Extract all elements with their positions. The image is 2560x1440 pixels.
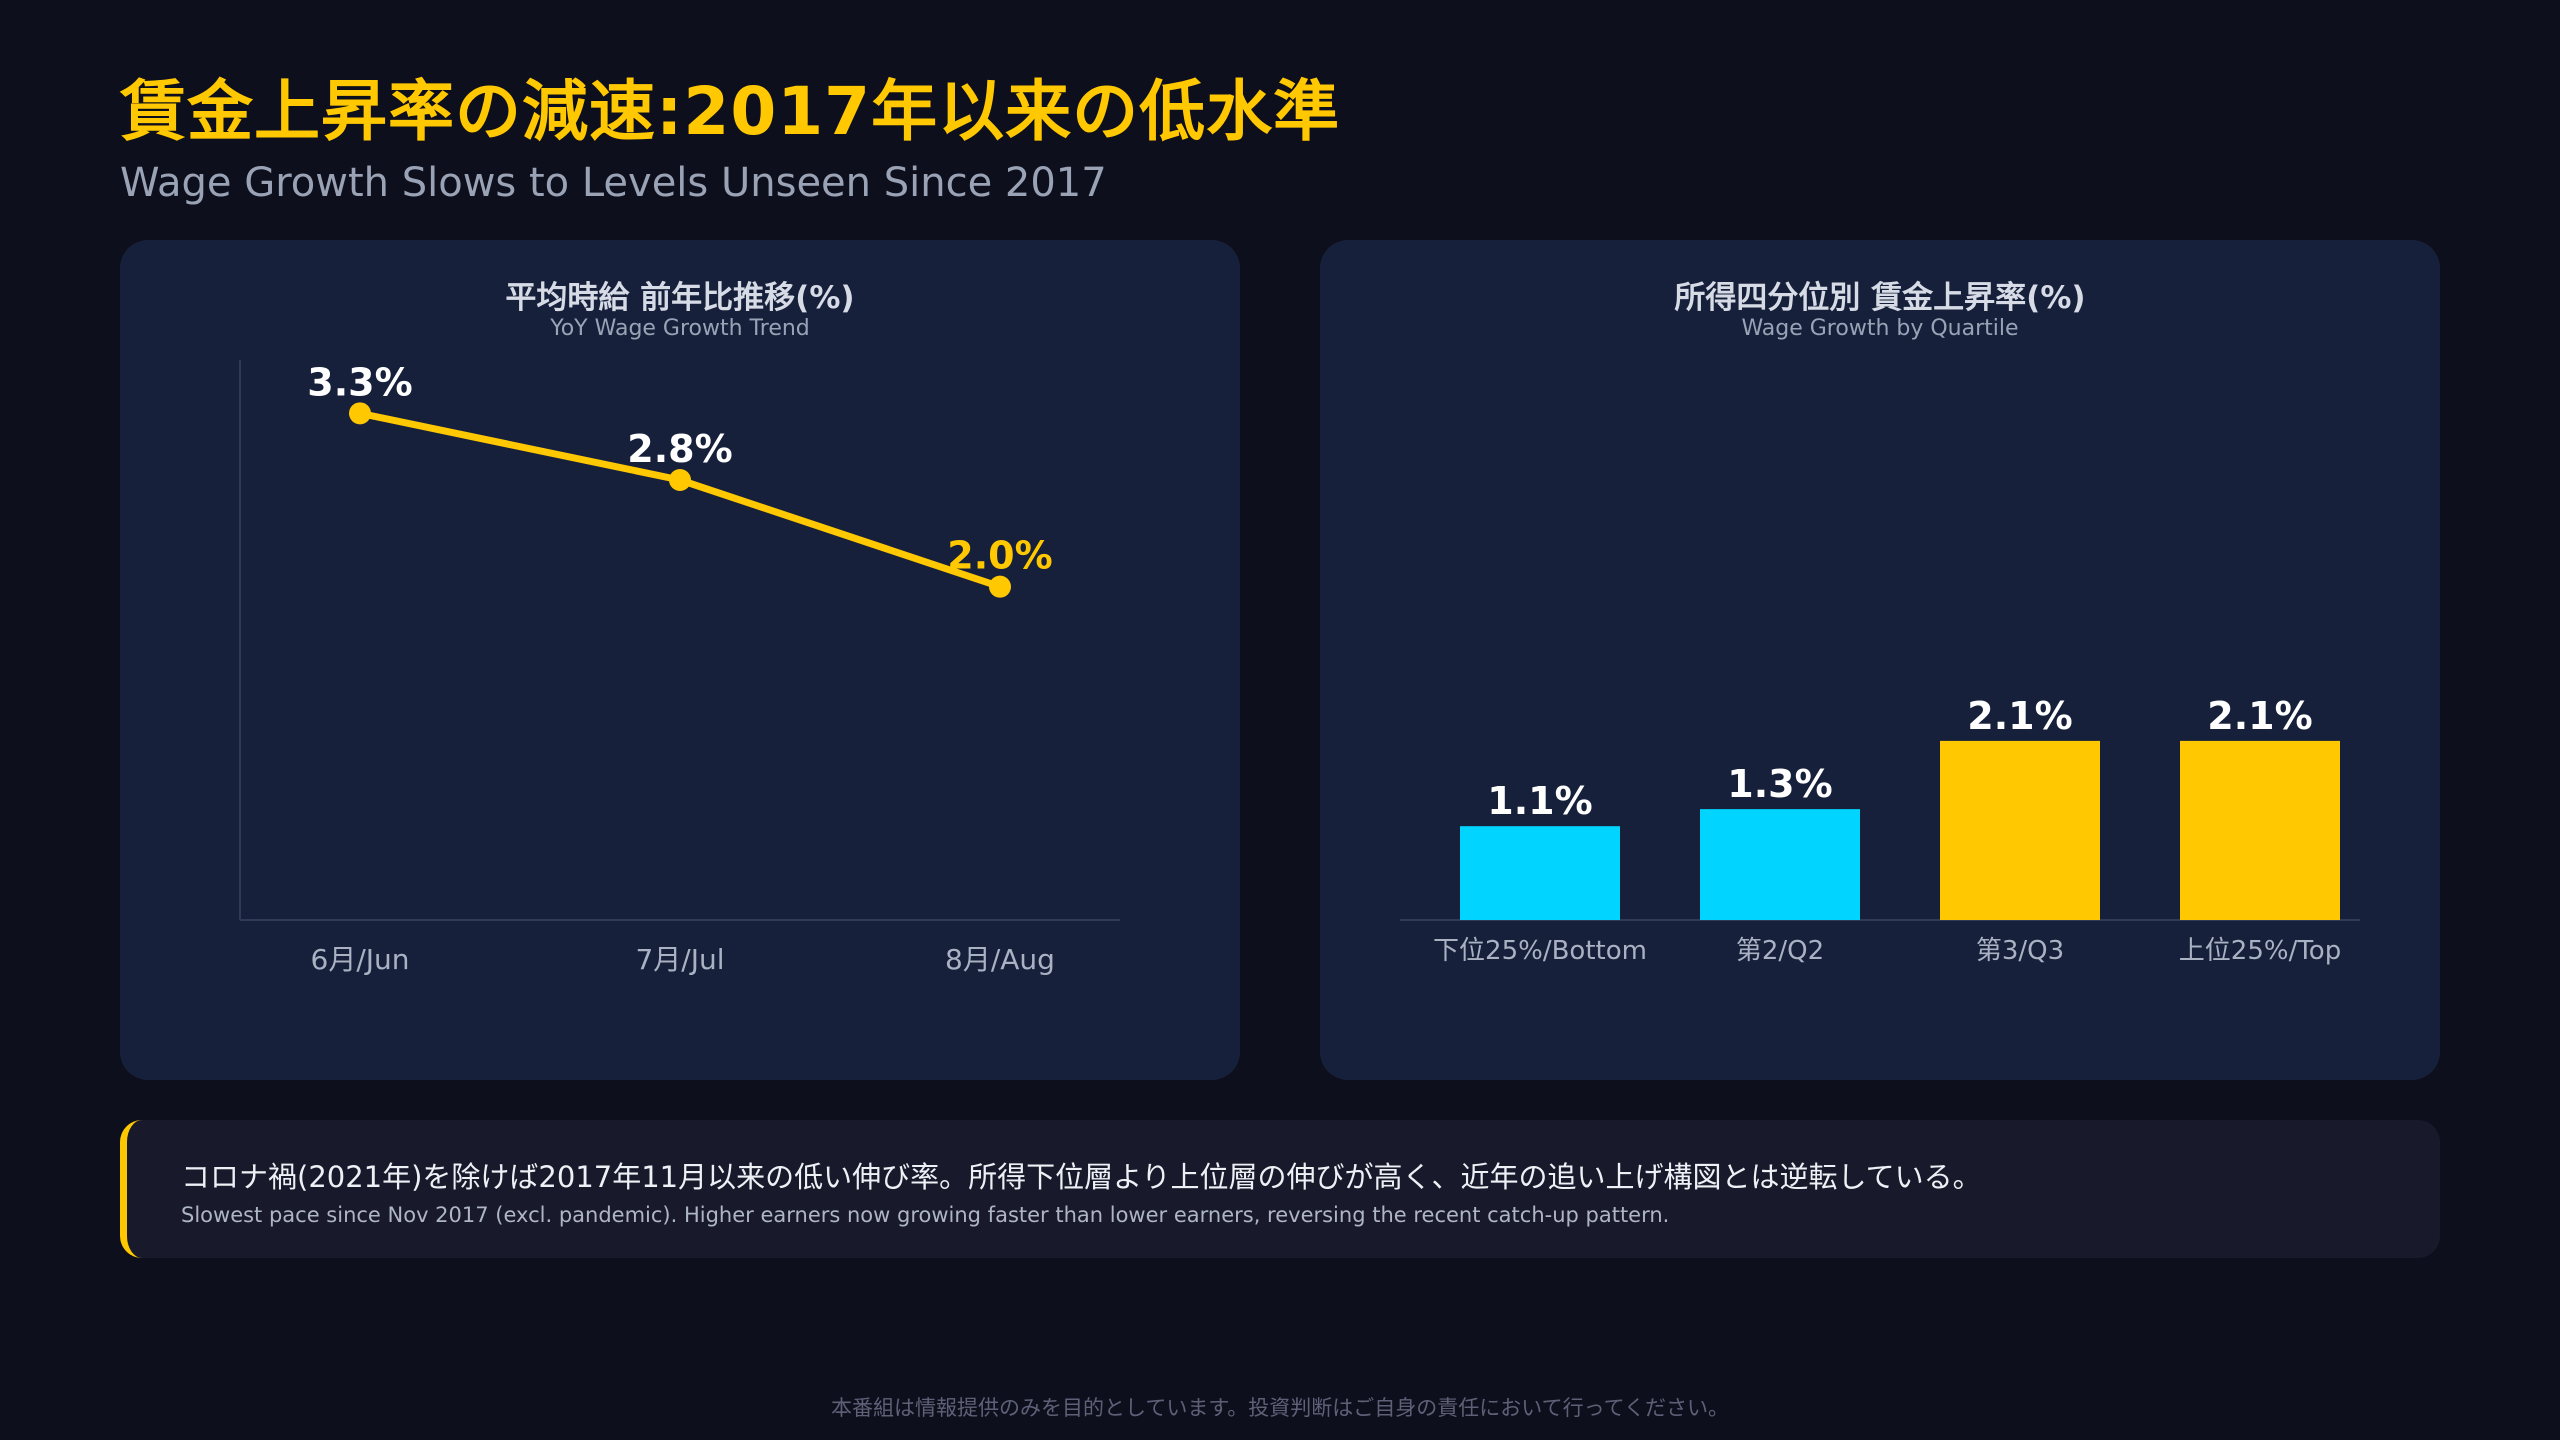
data-label: 1.1% [1487,779,1592,823]
data-label: 2.0% [947,534,1052,578]
data-point [349,402,371,425]
line-chart: 3.3% 2.8% 2.0% 6月/Jun 7月/Jul 8月/Aug [239,360,1120,976]
bar [1940,740,2100,920]
x-tick-label: 第3/Q3 [1976,936,2064,966]
bar [1460,826,1620,920]
data-point [989,575,1011,598]
data-label: 1.3% [1727,762,1832,806]
page-title: 賃金上昇率の減速:2017年以来の低水準 [120,73,1341,150]
x-tick-label: 7月/Jul [635,943,724,976]
data-label: 2.1% [1967,694,2072,738]
page-subtitle: Wage Growth Slows to Levels Unseen Since… [120,160,1107,206]
insight-note: コロナ禍(2021年)を除けば2017年11月以来の低い伸び率。所得下位層より上… [120,1120,2440,1258]
line-chart-title: 平均時給 前年比推移(%) [505,280,855,316]
bar [1700,809,1860,920]
x-tick-label: 第2/Q2 [1736,936,1824,966]
x-tick-label: 6月/Jun [311,943,410,976]
data-label: 2.1% [2207,694,2312,738]
x-tick-label: 8月/Aug [945,943,1055,976]
insight-note-en: Slowest pace since Nov 2017 (excl. pande… [181,1203,1670,1227]
data-label: 2.8% [627,427,732,471]
bar [2180,740,2340,920]
x-tick-label: 下位25%/Bottom [1433,936,1647,966]
line-chart-panel: 平均時給 前年比推移(%) YoY Wage Growth Trend 3.3%… [120,240,1240,1080]
bar-chart-subtitle: Wage Growth by Quartile [1741,316,2019,341]
x-tick-label: 上位25%/Top [2179,936,2341,966]
bar-chart-title: 所得四分位別 賃金上昇率(%) [1674,280,2086,316]
bar-chart: 1.1% 下位25%/Bottom 1.3% 第2/Q2 2.1% 第3/Q3 2.1% 上位… [1400,694,2360,966]
insight-note-jp: コロナ禍(2021年)を除けば2017年11月以来の低い伸び率。所得下位層より上… [181,1160,1982,1194]
bar-chart-panel: 所得四分位別 賃金上昇率(%) Wage Growth by Quartile … [1320,240,2440,1080]
data-label: 3.3% [307,360,412,404]
line-chart-subtitle: YoY Wage Growth Trend [550,316,810,341]
data-point [669,469,691,491]
disclaimer: 本番組は情報提供のみを目的としています。投資判断はご自身の責任において行ってくだ… [831,1396,1729,1420]
